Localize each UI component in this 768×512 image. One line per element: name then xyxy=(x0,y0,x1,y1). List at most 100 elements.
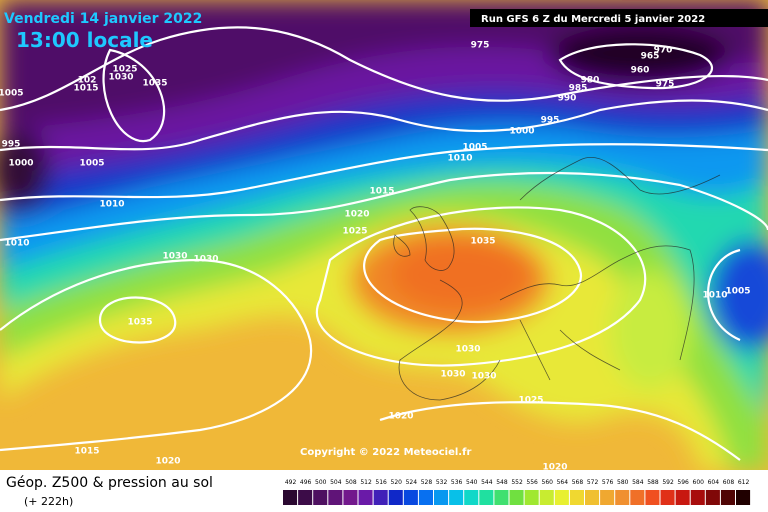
legend-swatch xyxy=(585,490,600,505)
isobar-label: 1035 xyxy=(127,318,152,328)
legend-swatch xyxy=(645,490,660,505)
isobar-label: 1005 xyxy=(0,89,24,99)
legend-label: 552 xyxy=(511,479,523,486)
run-banner xyxy=(470,9,768,27)
legend-label: 604 xyxy=(708,479,720,486)
legend-label: 564 xyxy=(557,479,569,486)
legend-swatch xyxy=(434,490,449,505)
isobar-label: 1030 xyxy=(108,73,133,83)
legend-label: 592 xyxy=(662,479,674,486)
legend-swatch xyxy=(373,490,388,505)
legend-label: 568 xyxy=(572,479,584,486)
isobar-label: 990 xyxy=(558,94,577,104)
legend-label: 504 xyxy=(330,479,342,486)
isobar-label: 1010 xyxy=(702,291,727,301)
legend-label: 528 xyxy=(421,479,433,486)
legend-swatch xyxy=(494,490,509,505)
legend-label: 576 xyxy=(602,479,614,486)
isobar-label: 1005 xyxy=(79,159,104,169)
legend-label: 508 xyxy=(345,479,357,486)
legend-label: 524 xyxy=(406,479,418,486)
footer-title: Géop. Z500 & pression au sol xyxy=(6,475,213,491)
isobar-label: 1015 xyxy=(369,187,394,197)
isobar-label: 1035 xyxy=(470,237,495,247)
isobar-label: 1020 xyxy=(542,463,567,473)
legend-swatch xyxy=(600,490,615,505)
isobar-label: 1010 xyxy=(4,239,29,249)
legend-swatch xyxy=(675,490,690,505)
legend-label: 512 xyxy=(360,479,372,486)
legend-label: 608 xyxy=(723,479,735,486)
legend-swatch xyxy=(388,490,403,505)
legend-label: 600 xyxy=(693,479,705,486)
isobar-label: 1020 xyxy=(388,412,413,422)
legend-swatch xyxy=(313,490,328,505)
isobar-label: 1005 xyxy=(462,143,487,153)
legend-swatch xyxy=(569,490,584,505)
isobar-label: 970 xyxy=(654,46,673,56)
legend-swatch xyxy=(509,490,524,505)
legend: 492 496 500 504 508 512 516 520 524 528 532 536 540 5… xyxy=(283,479,751,505)
isobar-label: 102 xyxy=(78,76,97,86)
legend-label: 544 xyxy=(481,479,493,486)
isobar-label: 1030 xyxy=(440,370,465,380)
legend-swatch xyxy=(554,490,569,505)
isobar-label: 1015 xyxy=(74,447,99,457)
isobar-label: 1010 xyxy=(99,200,124,210)
copyright: Copyright © 2022 Meteociel.fr xyxy=(300,447,471,458)
legend-swatch xyxy=(343,490,358,505)
legend-swatch xyxy=(736,490,751,505)
date-label: Vendredi 14 janvier 2022 xyxy=(4,11,202,27)
isobar-label: 1005 xyxy=(725,287,750,297)
isobars xyxy=(0,26,768,461)
isobar-label: 1015 xyxy=(73,84,98,94)
legend-label: 612 xyxy=(738,479,750,486)
legend-label: 584 xyxy=(632,479,644,486)
footer-lead: (+ 222h) xyxy=(24,495,73,508)
legend-swatch xyxy=(479,490,494,505)
isobar-label: 975 xyxy=(656,80,675,90)
isobar-label: 995 xyxy=(541,116,560,126)
legend-label: 596 xyxy=(677,479,689,486)
legend-swatch xyxy=(690,490,705,505)
isobar-label: 1030 xyxy=(193,255,218,265)
isobar-label: 1020 xyxy=(344,210,369,220)
legend-swatch xyxy=(358,490,373,505)
run-label: Run GFS 6 Z du Mercredi 5 janvier 2022 xyxy=(481,14,705,25)
isobar-label: 1010 xyxy=(447,154,472,164)
legend-label: 572 xyxy=(587,479,599,486)
isobar-labels: 975 9709659609759809859909951000100510101… xyxy=(0,41,751,473)
legend-label: 492 xyxy=(285,479,297,486)
isobar-label: 980 xyxy=(581,76,600,86)
legend-swatch xyxy=(615,490,630,505)
isobar-label: 1020 xyxy=(155,457,180,467)
legend-label: 520 xyxy=(391,479,403,486)
isobar-label: 1025 xyxy=(342,227,367,237)
isobar-label: 1000 xyxy=(8,159,33,169)
legend-swatch xyxy=(660,490,675,505)
legend-swatch xyxy=(464,490,479,505)
isobar-label: 995 xyxy=(2,140,21,150)
legend-label: 500 xyxy=(315,479,327,486)
legend-swatch xyxy=(403,490,418,505)
legend-label: 548 xyxy=(496,479,508,486)
legend-label: 580 xyxy=(617,479,629,486)
isobar-label: 1030 xyxy=(162,252,187,262)
isobar-label: 1030 xyxy=(471,372,496,382)
legend-label: 588 xyxy=(647,479,659,486)
isobar-label: 1000 xyxy=(509,127,534,137)
legend-label: 560 xyxy=(542,479,554,486)
legend-swatch xyxy=(630,490,645,505)
legend-swatch xyxy=(705,490,720,505)
legend-swatch xyxy=(539,490,554,505)
legend-label: 496 xyxy=(300,479,312,486)
legend-swatch xyxy=(524,490,539,505)
isobar-label: 1030 xyxy=(455,345,480,355)
legend-swatch xyxy=(720,490,735,505)
legend-label: 540 xyxy=(466,479,478,486)
isobar-label: 985 xyxy=(569,84,588,94)
legend-swatch xyxy=(328,490,343,505)
isobar-label: 1025 xyxy=(518,396,543,406)
